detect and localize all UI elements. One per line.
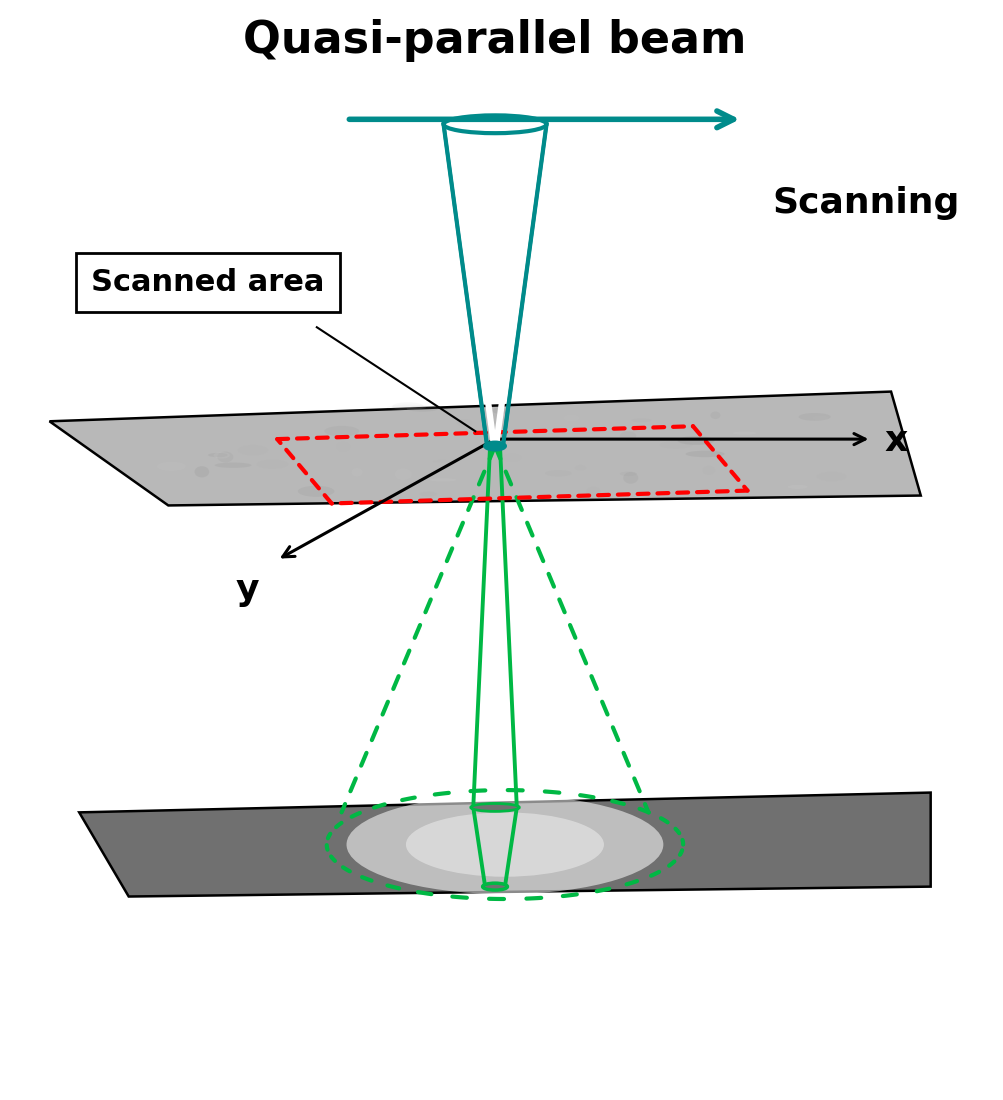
Ellipse shape xyxy=(406,406,437,411)
Ellipse shape xyxy=(623,472,638,484)
Ellipse shape xyxy=(710,411,720,419)
Polygon shape xyxy=(49,392,920,505)
Ellipse shape xyxy=(811,416,828,420)
Ellipse shape xyxy=(351,469,362,476)
Ellipse shape xyxy=(429,478,456,482)
Text: x: x xyxy=(884,425,907,458)
Ellipse shape xyxy=(419,492,436,497)
Ellipse shape xyxy=(298,486,334,497)
Ellipse shape xyxy=(503,453,521,462)
Ellipse shape xyxy=(195,466,209,477)
Ellipse shape xyxy=(214,452,230,459)
Ellipse shape xyxy=(456,419,472,427)
Ellipse shape xyxy=(797,412,829,421)
Ellipse shape xyxy=(619,472,636,476)
Ellipse shape xyxy=(208,453,228,458)
Ellipse shape xyxy=(482,883,507,890)
Ellipse shape xyxy=(677,436,714,444)
Ellipse shape xyxy=(659,441,691,449)
Ellipse shape xyxy=(787,485,807,488)
Ellipse shape xyxy=(336,442,350,452)
Ellipse shape xyxy=(586,486,600,497)
Ellipse shape xyxy=(563,415,578,421)
Text: Quasi-parallel beam: Quasi-parallel beam xyxy=(243,19,746,62)
Ellipse shape xyxy=(619,431,636,441)
Ellipse shape xyxy=(483,441,506,451)
Ellipse shape xyxy=(491,407,510,414)
Ellipse shape xyxy=(387,405,425,410)
Ellipse shape xyxy=(392,403,423,410)
Ellipse shape xyxy=(156,462,186,471)
Ellipse shape xyxy=(238,444,268,455)
Ellipse shape xyxy=(324,426,359,437)
Text: Scanning: Scanning xyxy=(771,187,959,220)
Ellipse shape xyxy=(815,472,846,482)
Ellipse shape xyxy=(574,465,586,471)
Text: y: y xyxy=(236,573,259,606)
Ellipse shape xyxy=(443,116,546,133)
Ellipse shape xyxy=(346,795,663,894)
Ellipse shape xyxy=(215,462,252,468)
Ellipse shape xyxy=(702,465,714,475)
Ellipse shape xyxy=(256,460,288,469)
Text: Scanned area: Scanned area xyxy=(91,268,324,297)
Ellipse shape xyxy=(631,418,651,422)
Ellipse shape xyxy=(218,451,233,462)
Ellipse shape xyxy=(732,431,755,434)
Ellipse shape xyxy=(470,803,519,812)
Ellipse shape xyxy=(545,470,571,476)
Ellipse shape xyxy=(405,813,604,877)
Ellipse shape xyxy=(432,460,450,463)
Polygon shape xyxy=(79,793,930,896)
Ellipse shape xyxy=(685,451,724,458)
Ellipse shape xyxy=(394,469,411,480)
